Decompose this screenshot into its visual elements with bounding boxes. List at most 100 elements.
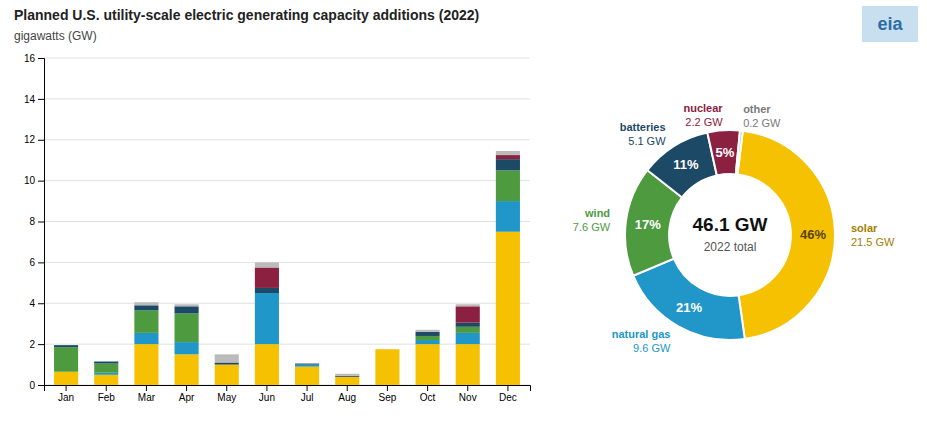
bar <box>496 201 520 232</box>
bars <box>54 151 520 385</box>
y-tick-label: 0 <box>29 380 35 391</box>
bar <box>456 333 480 344</box>
category-capacity: 9.6 GW <box>633 342 671 354</box>
grid-line <box>44 58 530 59</box>
bar <box>295 367 319 385</box>
slice <box>707 130 740 176</box>
bar <box>134 302 158 305</box>
category-label: nuclear2.2 GW <box>683 102 723 128</box>
bar-plot: 0246810121416JanFebMarAprMayJunJulAugSep… <box>24 53 531 403</box>
donut: 46%21%17%11%5% solar21.5 GW natural gas9.6… <box>573 102 895 354</box>
x-tick-mark <box>507 385 508 391</box>
data-label: 5% <box>716 145 735 160</box>
y-tick-mark <box>38 385 44 386</box>
y-tick: 12 <box>24 134 44 145</box>
y-tick: 14 <box>24 94 44 105</box>
x-tick: Jun <box>259 385 275 403</box>
bar <box>375 349 399 385</box>
grid-line <box>44 221 530 222</box>
category-capacity: 7.6 GW <box>573 221 611 233</box>
x-tick-label: May <box>217 392 236 403</box>
grid-line <box>44 139 530 140</box>
y-tick: 4 <box>29 298 44 309</box>
bar <box>335 376 359 377</box>
x-tick: Nov <box>459 385 477 403</box>
x-tick-mark <box>106 385 107 391</box>
y-tick: 16 <box>24 53 44 64</box>
data-label: 46% <box>800 227 826 242</box>
y-axis-line <box>38 59 45 386</box>
y-tick-mark <box>38 303 44 304</box>
bar <box>175 306 199 313</box>
bar <box>375 349 399 350</box>
bar <box>335 374 359 376</box>
bar <box>295 364 319 365</box>
bar <box>295 365 319 367</box>
bar <box>375 349 399 350</box>
bar <box>255 262 279 267</box>
x-tick: Jan <box>58 385 74 403</box>
chart: Planned U.S. utility-scale electric gene… <box>0 0 927 421</box>
bar <box>456 323 480 327</box>
category-label: natural gas9.6 GW <box>612 328 671 354</box>
bar <box>416 340 440 344</box>
logo: eia <box>862 6 918 42</box>
bar <box>94 361 118 362</box>
y-tick-mark <box>38 262 44 263</box>
y-tick: 8 <box>29 216 44 227</box>
bar <box>496 170 520 201</box>
y-tick-label: 14 <box>24 94 36 105</box>
bar <box>456 306 480 322</box>
y-tick-label: 16 <box>24 53 36 64</box>
bar <box>335 376 359 377</box>
bar <box>456 344 480 385</box>
bar-series <box>54 232 520 385</box>
bar <box>215 354 239 362</box>
subtitle: gigawatts (GW) <box>14 29 97 43</box>
x-tick: Aug <box>338 385 356 403</box>
grid-line <box>44 180 530 181</box>
x-tick-mark <box>226 385 227 391</box>
bar <box>335 376 359 377</box>
y-tick-mark <box>38 181 44 182</box>
x-tick-label: Oct <box>420 392 436 403</box>
bar <box>54 372 78 385</box>
bar <box>375 349 399 350</box>
y-axis: 0246810121416 <box>24 53 45 391</box>
center-total: 46.1 GW <box>693 214 768 235</box>
y-tick-label: 4 <box>29 298 35 309</box>
bar <box>54 345 78 347</box>
x-tick-label: Apr <box>179 392 195 403</box>
category-name: batteries <box>620 121 666 133</box>
x-tick-mark <box>347 385 348 391</box>
bar <box>255 344 279 385</box>
bar <box>94 361 118 363</box>
bar <box>416 332 440 336</box>
title: Planned U.S. utility-scale electric gene… <box>14 7 479 23</box>
grid-line <box>44 303 530 304</box>
grid <box>44 58 530 385</box>
category-name: wind <box>584 207 610 219</box>
bar <box>134 305 158 310</box>
category-label: solar21.5 GW <box>851 222 895 248</box>
bar <box>335 377 359 385</box>
bar <box>255 267 279 287</box>
bar <box>175 342 199 354</box>
data-labels: 46%21%17%11%5% <box>635 145 827 315</box>
bar <box>54 345 78 346</box>
logo-box <box>862 6 918 42</box>
category-name: other <box>743 103 771 115</box>
bar <box>54 345 78 346</box>
x-tick-label: Aug <box>338 392 356 403</box>
bar-series <box>54 159 520 377</box>
category-capacity: 0.2 GW <box>743 117 781 129</box>
x-tick-mark <box>427 385 428 391</box>
bar-series <box>54 170 520 372</box>
category-label: wind 7.6 GW <box>573 207 611 233</box>
x-tick-label: Nov <box>459 392 477 403</box>
x-tick-mark <box>66 385 67 391</box>
y-tick-mark <box>38 140 44 141</box>
bar-series <box>134 151 520 376</box>
category-capacity: 2.2 GW <box>685 116 723 128</box>
y-tick-mark <box>38 58 44 59</box>
